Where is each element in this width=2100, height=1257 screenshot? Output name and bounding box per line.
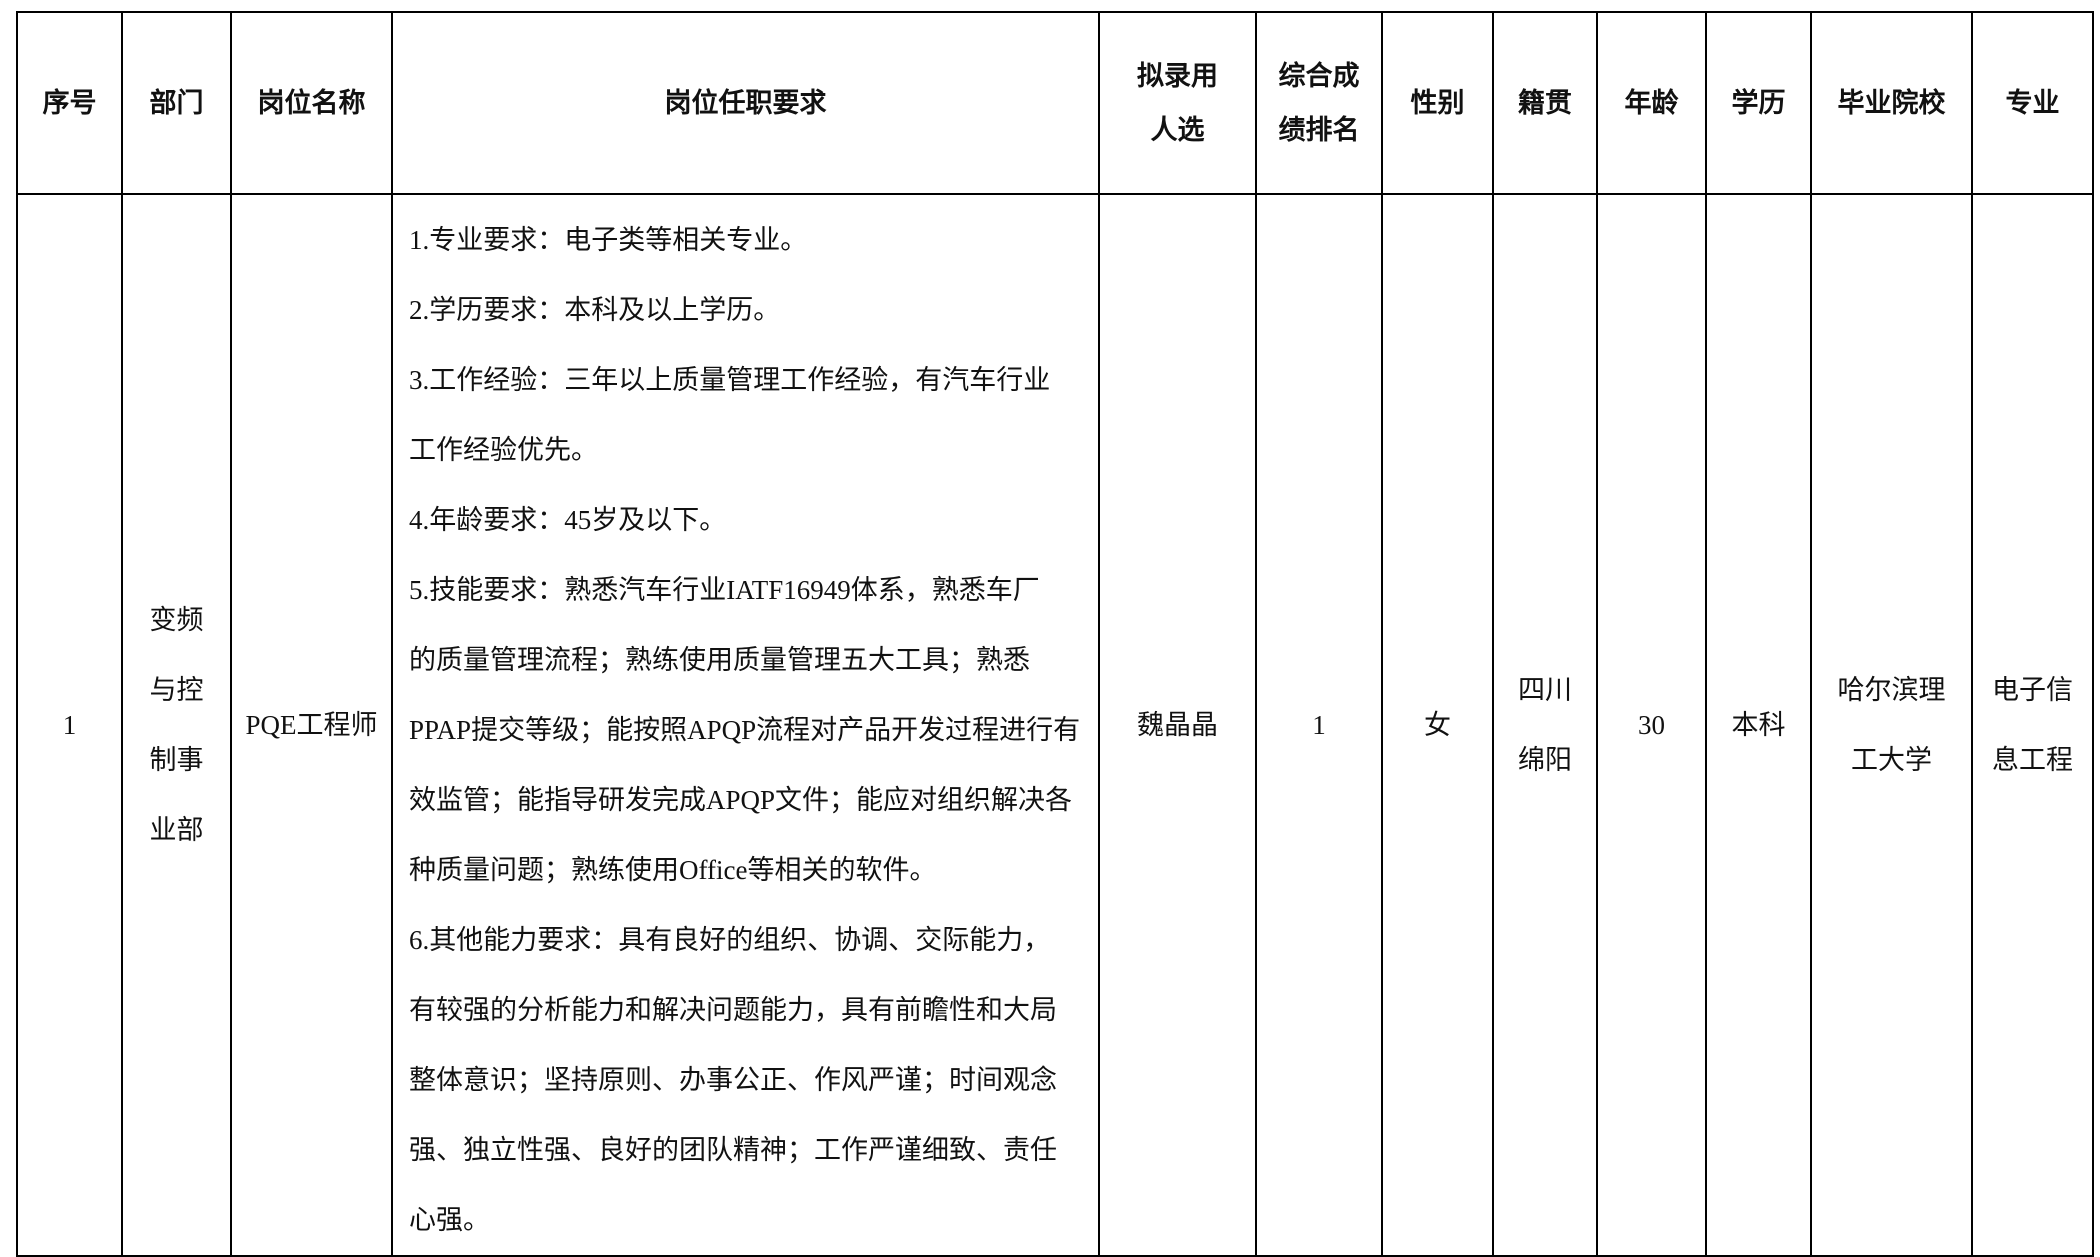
hometown-line: 绵阳 bbox=[1518, 745, 1572, 775]
requirement-line: 种质量问题；熟练使用Office等相关的软件。 bbox=[409, 855, 937, 885]
department-line: 与控 bbox=[149, 675, 204, 705]
department-line: 制事 bbox=[149, 745, 204, 775]
header-requirements: 岗位任职要求 bbox=[391, 11, 1100, 195]
cell-education: 本科 bbox=[1705, 193, 1812, 1257]
requirement-line: 的质量管理流程；熟练使用质量管理五大工具；熟悉 bbox=[409, 645, 1030, 675]
header-row: 序号 部门 岗位名称 岗位任职要求 拟录用 人选 综合成 绩排名 性别 籍贯 年… bbox=[16, 11, 2094, 195]
school-line: 工大学 bbox=[1851, 745, 1932, 775]
requirement-line: 有较强的分析能力和解决问题能力，具有前瞻性和大局 bbox=[409, 995, 1057, 1025]
requirement-line: 整体意识；坚持原则、办事公正、作风严谨；时间观念 bbox=[409, 1065, 1057, 1095]
requirement-line: 1.专业要求：电子类等相关专业。 bbox=[409, 225, 808, 255]
department-line: 变频 bbox=[149, 605, 204, 635]
major-line: 电子信 bbox=[1992, 675, 2073, 705]
header-school: 毕业院校 bbox=[1810, 11, 1973, 195]
header-department: 部门 bbox=[121, 11, 232, 195]
header-position: 岗位名称 bbox=[230, 11, 393, 195]
cell-position: PQE工程师 bbox=[230, 193, 393, 1257]
requirement-line: 3.工作经验：三年以上质量管理工作经验，有汽车行业 bbox=[409, 365, 1051, 395]
cell-gender: 女 bbox=[1381, 193, 1494, 1257]
header-index: 序号 bbox=[16, 11, 123, 195]
header-candidate-line: 人选 bbox=[1150, 115, 1205, 145]
requirement-line: 效监管；能指导研发完成APQP文件；能应对组织解决各 bbox=[409, 785, 1073, 815]
cell-age: 30 bbox=[1596, 193, 1707, 1257]
header-rank-line: 综合成 bbox=[1278, 61, 1360, 91]
requirement-line: 工作经验优先。 bbox=[409, 435, 598, 465]
requirement-line: 心强。 bbox=[409, 1205, 490, 1235]
header-candidate-line: 拟录用 bbox=[1137, 61, 1218, 91]
header-age: 年龄 bbox=[1596, 11, 1707, 195]
header-education: 学历 bbox=[1705, 11, 1812, 195]
cell-requirements: 1.专业要求：电子类等相关专业。 2.学历要求：本科及以上学历。 3.工作经验：三年… bbox=[391, 193, 1100, 1257]
header-candidate: 拟录用 人选 bbox=[1098, 11, 1257, 195]
requirement-line: 2.学历要求：本科及以上学历。 bbox=[409, 295, 781, 325]
cell-hometown: 四川 绵阳 bbox=[1492, 193, 1598, 1257]
header-rank: 综合成 绩排名 bbox=[1255, 11, 1383, 195]
recruitment-table: 序号 部门 岗位名称 岗位任职要求 拟录用 人选 综合成 绩排名 性别 籍贯 年… bbox=[16, 11, 2094, 1257]
table-row: 1 变频 与控 制事 业部 PQE工程师 1.专业要求：电子类等相关专业。 2.学… bbox=[16, 193, 2094, 1257]
cell-major: 电子信 息工程 bbox=[1971, 193, 2094, 1257]
cell-school: 哈尔滨理 工大学 bbox=[1810, 193, 1973, 1257]
department-line: 业部 bbox=[149, 815, 204, 845]
header-gender: 性别 bbox=[1381, 11, 1494, 195]
requirement-line: 4.年龄要求：45岁及以下。 bbox=[409, 505, 727, 535]
cell-department: 变频 与控 制事 业部 bbox=[121, 193, 232, 1257]
cell-candidate: 魏晶晶 bbox=[1098, 193, 1257, 1257]
requirement-line: 5.技能要求：熟悉汽车行业IATF16949体系，熟悉车厂 bbox=[409, 575, 1040, 605]
major-line: 息工程 bbox=[1992, 745, 2073, 775]
school-line: 哈尔滨理 bbox=[1837, 675, 1946, 705]
requirement-line: 强、独立性强、良好的团队精神；工作严谨细致、责任 bbox=[409, 1135, 1057, 1165]
cell-index: 1 bbox=[16, 193, 123, 1257]
header-rank-line: 绩排名 bbox=[1278, 115, 1360, 145]
requirement-line: 6.其他能力要求：具有良好的组织、协调、交际能力， bbox=[409, 925, 1051, 955]
hometown-line: 四川 bbox=[1518, 675, 1572, 705]
header-major: 专业 bbox=[1971, 11, 2094, 195]
cell-rank: 1 bbox=[1255, 193, 1383, 1257]
requirement-line: PPAP提交等级；能按照APQP流程对产品开发过程进行有 bbox=[409, 715, 1081, 745]
header-hometown: 籍贯 bbox=[1492, 11, 1598, 195]
